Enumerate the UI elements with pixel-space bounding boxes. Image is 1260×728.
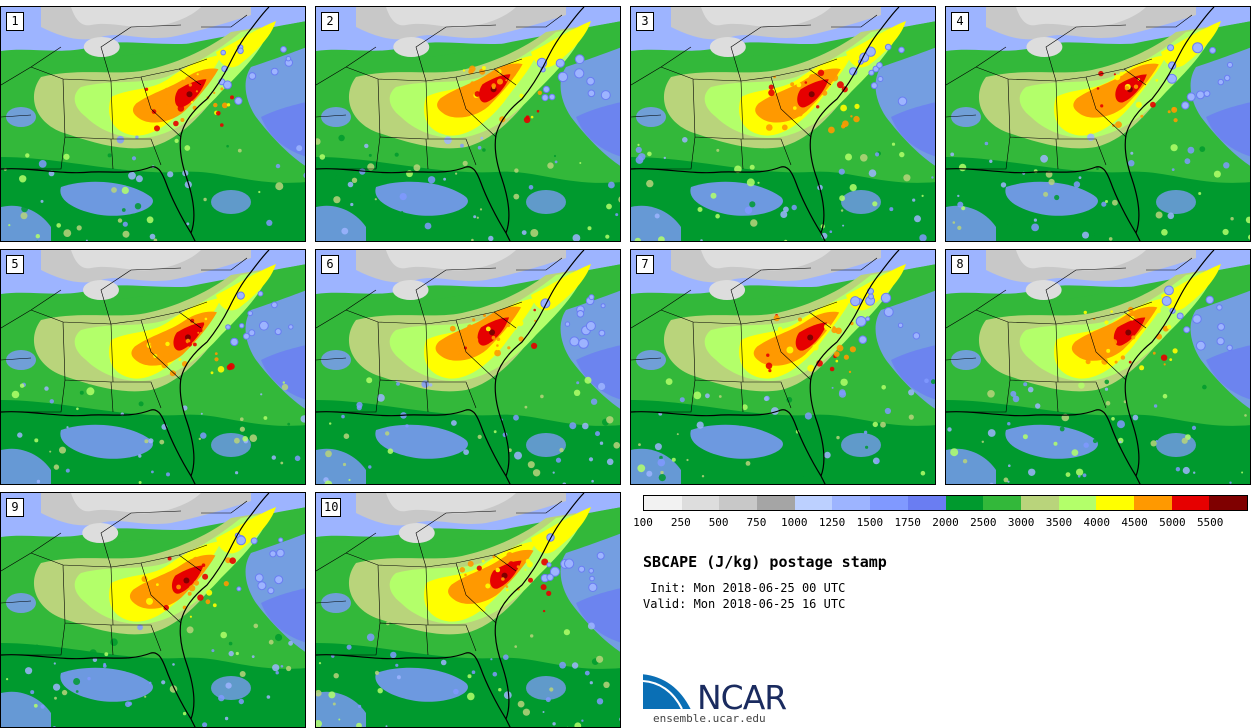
member-panel-2: 2 (315, 6, 621, 242)
color-scale-tick: 2500 (970, 516, 997, 529)
color-scale-tick: 5500 (1196, 516, 1224, 529)
member-label: 7 (636, 255, 654, 274)
color-swatch (832, 496, 871, 510)
color-scale-tick: 3000 (1007, 516, 1035, 529)
member-label: 3 (636, 12, 654, 31)
member-label: 5 (6, 255, 24, 274)
member-label: 2 (321, 12, 339, 31)
sbcape-map (1, 250, 305, 484)
color-scale-tick: 5000 (1159, 516, 1186, 529)
member-label: 9 (6, 498, 24, 517)
member-panel-4: 4 (945, 6, 1251, 242)
color-scale-tick: 4500 (1121, 516, 1148, 529)
color-scale-bar (643, 495, 1248, 511)
color-scale-tick: 2000 (932, 516, 959, 529)
ncar-url: ensemble.ucar.edu (653, 712, 766, 725)
member-panel-6: 6 (315, 249, 621, 485)
member-panel-3: 3 (630, 6, 936, 242)
color-swatch (1171, 496, 1210, 510)
ncar-logo-text: NCAR (697, 678, 787, 717)
color-scale-ticks: 100 250 500 750 1000 1250 1500 1750 2000 2500 3000… (633, 516, 1260, 530)
color-scale-tick: 1250 (818, 516, 846, 529)
sbcape-map (1, 7, 305, 241)
member-label: 6 (321, 255, 339, 274)
color-swatch (644, 496, 682, 510)
member-panel-8: 8 (945, 249, 1251, 485)
sbcape-map (631, 250, 935, 484)
sbcape-map (316, 7, 620, 241)
color-swatch (719, 496, 758, 510)
color-swatch (1209, 496, 1247, 510)
product-title: SBCAPE (J/kg) postage stamp (643, 553, 887, 571)
color-swatch (794, 496, 833, 510)
sbcape-map (946, 7, 1250, 241)
member-panel-7: 7 (630, 249, 936, 485)
color-swatch (1133, 496, 1172, 510)
member-panel-10: 10 (315, 492, 621, 728)
init-time: Init: Mon 2018-06-25 00 UTC (643, 581, 846, 595)
member-label: 10 (321, 498, 342, 517)
color-swatch (1058, 496, 1097, 510)
color-scale-tick: 250 (670, 516, 691, 529)
color-swatch (1020, 496, 1059, 510)
color-scale-tick: 3500 (1045, 516, 1073, 529)
color-swatch (945, 496, 984, 510)
color-swatch (870, 496, 908, 510)
color-scale-tick: 4000 (1083, 516, 1111, 529)
sbcape-map (946, 250, 1250, 484)
sbcape-map (316, 250, 620, 484)
color-scale-tick: 100 (633, 516, 653, 529)
member-panel-1: 1 (0, 6, 306, 242)
member-panel-5: 5 (0, 249, 306, 485)
color-swatch (1096, 496, 1134, 510)
member-label: 8 (951, 255, 969, 274)
sbcape-map (631, 7, 935, 241)
member-label: 4 (951, 12, 969, 31)
member-label: 1 (6, 12, 24, 31)
color-swatch (681, 496, 720, 510)
color-scale-tick: 750 (746, 516, 767, 529)
sbcape-map (316, 493, 620, 727)
color-scale-tick: 500 (708, 516, 729, 529)
valid-time: Valid: Mon 2018-06-25 16 UTC (643, 597, 846, 611)
ncar-logo-icon (642, 671, 694, 710)
color-scale-tick: 1750 (894, 516, 921, 529)
color-scale-tick: 1000 (781, 516, 808, 529)
color-scale-tick: 1500 (856, 516, 884, 529)
member-panel-9: 9 (0, 492, 306, 728)
color-swatch (907, 496, 946, 510)
sbcape-map (1, 493, 305, 727)
color-swatch (757, 496, 795, 510)
color-swatch (983, 496, 1021, 510)
